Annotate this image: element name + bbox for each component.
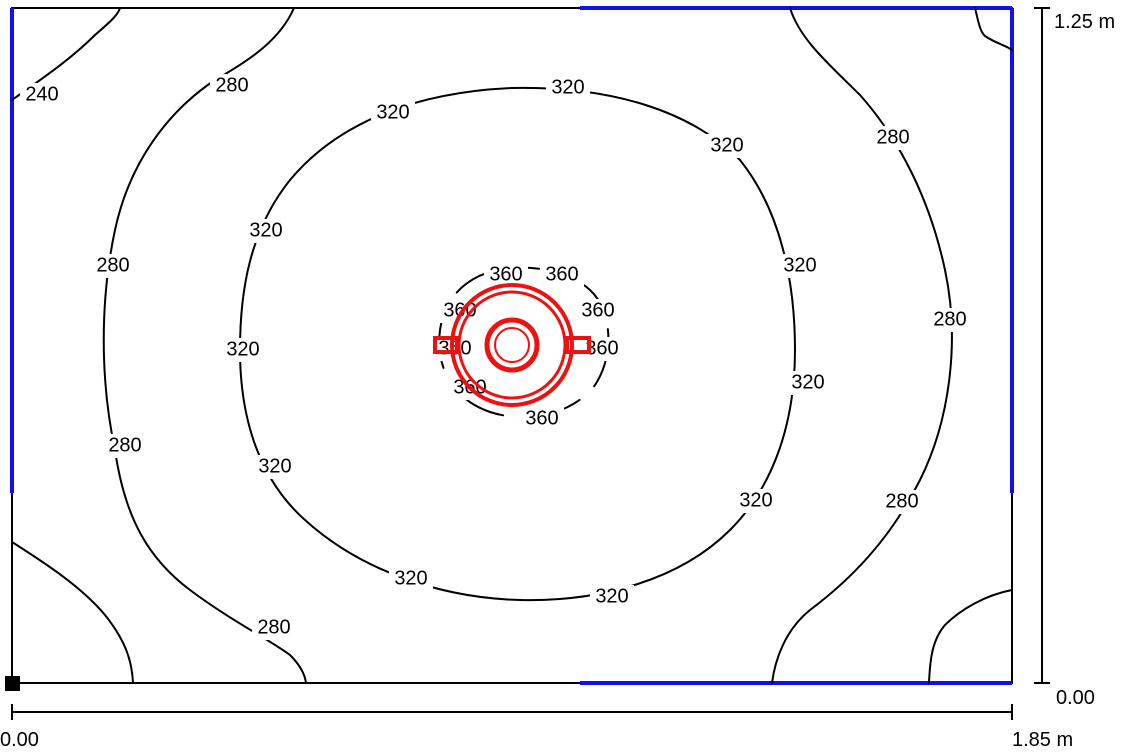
contour-280-right bbox=[771, 7, 953, 684]
label-280: 280 bbox=[108, 434, 141, 456]
label-280: 280 bbox=[885, 490, 918, 512]
round-luminaire-icon bbox=[433, 283, 591, 407]
origin-marker bbox=[5, 676, 20, 691]
contour-lines bbox=[11, 7, 1013, 684]
label-280: 280 bbox=[96, 254, 129, 276]
x-dimension bbox=[11, 704, 1013, 720]
x-axis-start-label: 0.00 bbox=[0, 729, 39, 751]
contour-labels: 240 280 280 280 280 280 280 280 320 320 … bbox=[20, 74, 972, 640]
label-320: 320 bbox=[376, 101, 409, 123]
contour-280-bottom-left bbox=[11, 541, 134, 684]
label-320: 320 bbox=[783, 254, 816, 276]
label-320: 320 bbox=[710, 134, 743, 156]
contour-280-top-right bbox=[974, 7, 1013, 51]
label-280: 280 bbox=[876, 126, 909, 148]
contour-280-bottom-right bbox=[928, 589, 1013, 684]
label-360: 360 bbox=[545, 263, 578, 285]
label-320: 320 bbox=[595, 585, 628, 607]
label-320: 320 bbox=[394, 567, 427, 589]
label-240: 240 bbox=[25, 83, 58, 105]
label-280: 280 bbox=[933, 308, 966, 330]
label-360: 360 bbox=[585, 337, 618, 359]
highlighted-walls bbox=[10, 6, 1014, 685]
label-320: 320 bbox=[249, 219, 282, 241]
y-axis-start-label: 0.00 bbox=[1056, 687, 1095, 709]
label-320: 320 bbox=[551, 76, 584, 98]
label-280: 280 bbox=[215, 74, 248, 96]
y-axis-end-label: 1.25 m bbox=[1054, 11, 1115, 33]
label-360: 360 bbox=[489, 263, 522, 285]
label-320: 320 bbox=[791, 371, 824, 393]
label-320: 320 bbox=[258, 455, 291, 477]
label-320: 320 bbox=[739, 489, 772, 511]
contour-280-left bbox=[102, 7, 307, 684]
x-axis-end-label: 1.85 m bbox=[1012, 729, 1073, 751]
contour-320-ring bbox=[239, 86, 796, 602]
y-dimension bbox=[1034, 7, 1050, 684]
label-280: 280 bbox=[257, 616, 290, 638]
label-360: 360 bbox=[581, 299, 614, 321]
room-outline bbox=[11, 7, 1013, 684]
label-320: 320 bbox=[226, 338, 259, 360]
label-360: 360 bbox=[525, 407, 558, 429]
